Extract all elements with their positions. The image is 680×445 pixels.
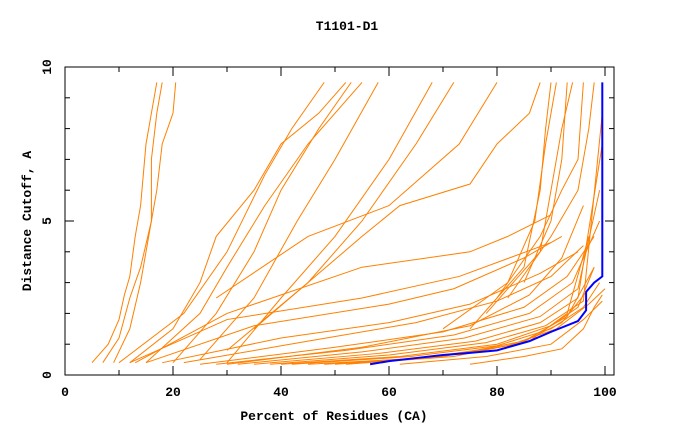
series-line-2 xyxy=(102,82,177,363)
series-line-32 xyxy=(523,82,568,283)
series-line-7 xyxy=(172,82,352,364)
series-line-17 xyxy=(183,245,584,364)
series-line-35 xyxy=(469,82,552,330)
y-tick-label: 0 xyxy=(40,371,55,379)
series-line-1 xyxy=(91,82,158,364)
x-tick-label: 80 xyxy=(489,385,505,400)
y-tick-label: 5 xyxy=(40,217,55,225)
series-line-14 xyxy=(129,242,552,364)
series-line-12 xyxy=(253,82,541,330)
series-line-23 xyxy=(280,267,595,365)
series-line-3 xyxy=(113,82,163,363)
series-line-6 xyxy=(145,82,363,364)
series-line-16 xyxy=(162,251,579,364)
x-tick-label: 100 xyxy=(593,385,617,400)
x-tick-label: 40 xyxy=(273,385,289,400)
series-line-34 xyxy=(485,82,574,314)
x-axis-label: Percent of Residues (CA) xyxy=(240,409,427,424)
x-tick-label: 60 xyxy=(381,385,397,400)
series-line-10 xyxy=(226,82,455,351)
y-tick-label: 10 xyxy=(40,59,55,75)
series-line-8 xyxy=(199,82,379,360)
series-line-11 xyxy=(215,82,498,299)
series-line-15 xyxy=(145,235,563,364)
y-axis-label: Distance Cutoff, A xyxy=(20,151,35,292)
series-line-4 xyxy=(129,82,347,364)
series-line-22 xyxy=(270,113,603,365)
series-line-9 xyxy=(226,82,433,364)
series-line-31 xyxy=(399,300,603,365)
highlight-series-line xyxy=(369,82,604,366)
chart-title: T1101-D1 xyxy=(316,19,379,34)
plot-frame xyxy=(64,66,615,376)
x-tick-label: 0 xyxy=(61,385,69,400)
series-line-5 xyxy=(118,82,325,364)
series-line-36 xyxy=(442,82,557,330)
series-line-30 xyxy=(469,294,603,365)
series-line-19 xyxy=(216,220,601,365)
series-line-21 xyxy=(253,143,603,365)
series-line-29 xyxy=(226,205,584,365)
axes-layer: 0 20 40 60 80 100 0 5 10 xyxy=(40,59,617,400)
series-line-18 xyxy=(199,236,595,365)
x-tick-label: 20 xyxy=(165,385,181,400)
series-line-13 xyxy=(134,214,552,364)
series-line-37 xyxy=(507,82,595,299)
series-layer xyxy=(91,82,606,366)
